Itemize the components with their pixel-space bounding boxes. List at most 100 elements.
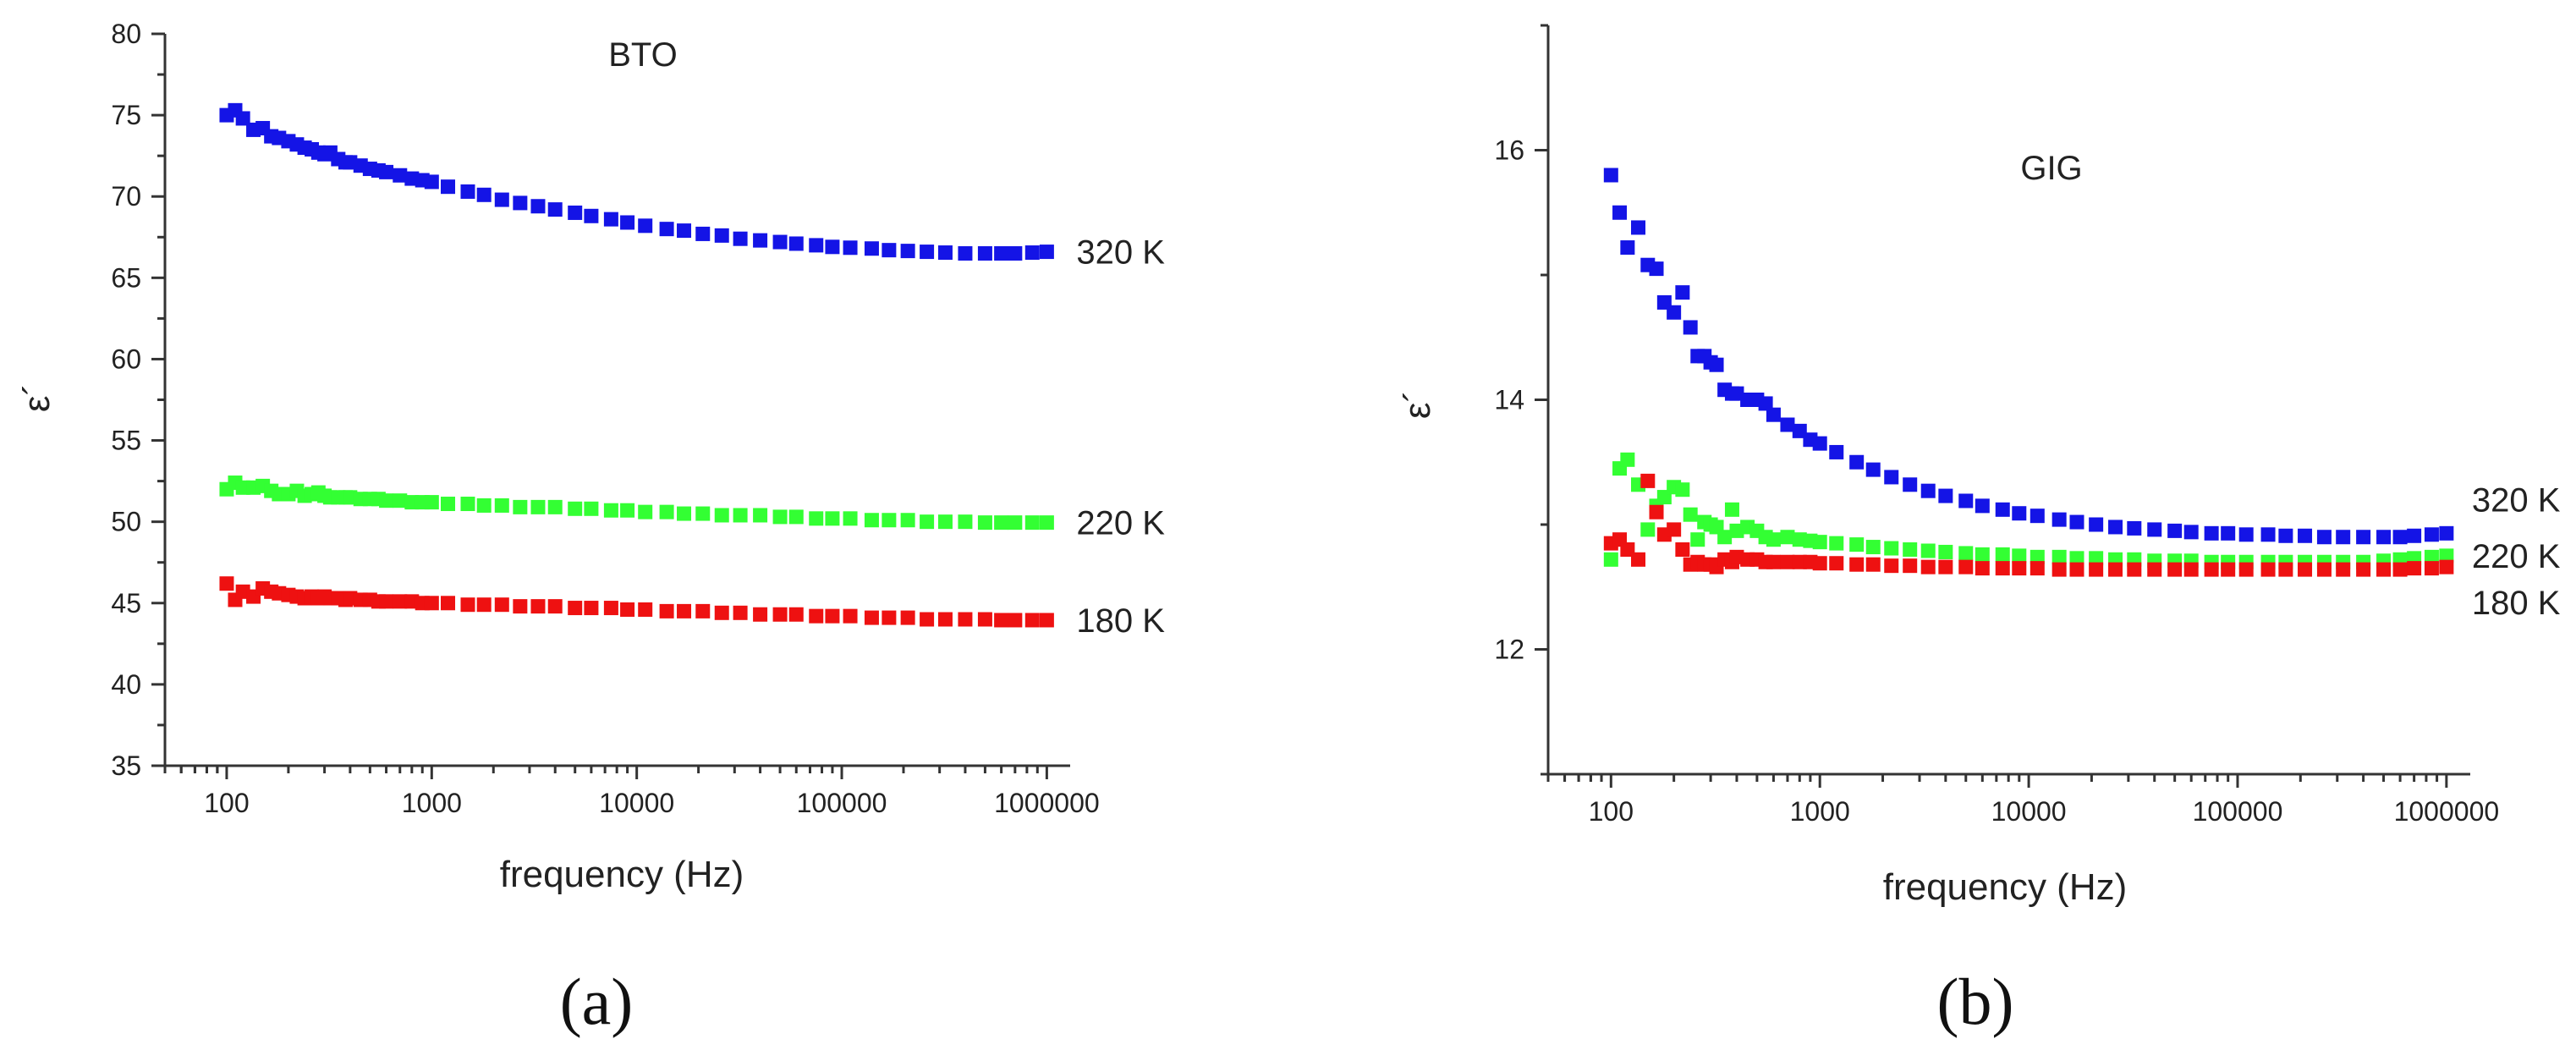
chart-b-data-point: [1995, 502, 2010, 517]
chart-a-x-tick-label: 1000: [402, 788, 462, 818]
chart-a-data-point: [695, 506, 711, 521]
chart-a-data-point: [393, 168, 408, 183]
chart-a-data-point: [958, 612, 973, 627]
chart-a-ylabel: ε´: [16, 383, 58, 412]
chart-a-data-point: [547, 499, 563, 514]
chart-b-data-point: [1975, 561, 1990, 576]
chart-b-axes: 12 14 16 100 1000 10000 100000 1000000: [1494, 24, 2499, 827]
chart-b-data-point: [2204, 525, 2219, 541]
chart-a-data-point: [677, 223, 692, 239]
chart-a-data-point: [937, 245, 953, 261]
chart-b-data-point: [2127, 562, 2142, 577]
chart-a-data-point: [809, 238, 824, 253]
chart-a-data-point: [1039, 515, 1054, 530]
chart-a-y-tick-label: 35: [111, 750, 141, 781]
chart-a-data-point: [733, 231, 748, 246]
chart-b-data-point: [1620, 240, 1635, 256]
chart-a-data-point: [568, 205, 583, 220]
chart-a-series-320-k: 320 K: [219, 102, 1165, 272]
chart-a-series-label: 180 K: [1076, 602, 1165, 640]
chart-b-data-point: [1612, 205, 1628, 220]
chart-a-y-tick-label: 65: [111, 262, 141, 293]
chart-a-y-tick-label: 55: [111, 426, 141, 456]
chart-b-data-point: [2183, 525, 2199, 540]
chart-b-series: 320 K 220 K 180 K: [1603, 168, 2561, 622]
chart-b-data-point: [2238, 527, 2254, 542]
chart-a-data-point: [920, 245, 935, 260]
chart-a-y-tick-label: 75: [111, 100, 141, 130]
chart-b-data-point: [2012, 548, 2027, 563]
chart-b-data-point: [2278, 562, 2293, 577]
chart-a-data-point: [864, 513, 879, 528]
chart-b-data-point: [1812, 535, 1827, 550]
chart-a-y-tick-label: 80: [111, 19, 141, 49]
chart-a-data-point: [393, 493, 408, 509]
chart-b-x-tick-label: 1000: [1790, 796, 1850, 827]
chart-a-data-point: [900, 610, 915, 625]
chart-b-data-point: [1829, 444, 1844, 459]
chart-b-data-point: [2147, 562, 2162, 577]
chart-a-data-point: [1039, 613, 1054, 628]
chart-a-data-point: [584, 501, 599, 516]
chart-b-data-point: [1958, 493, 1974, 509]
chart-a-series: 320 K 220 K 180 K: [219, 102, 1165, 640]
chart-b-data-point: [1640, 473, 1656, 488]
chart-b-data-point: [2069, 551, 2084, 566]
chart-b-data-point: [2439, 559, 2454, 574]
chart-a-data-point: [788, 236, 804, 251]
chart-a-data-point: [638, 602, 653, 617]
chart-a-data-point: [864, 610, 879, 625]
chart-b-data-point: [2127, 520, 2142, 536]
chart-a-data-point: [1008, 246, 1023, 261]
chart-a-data-point: [772, 607, 788, 622]
chart-a-data-point: [513, 599, 528, 614]
chart-a-panel-label: (a): [560, 965, 634, 1038]
chart-b-data-point: [2439, 548, 2454, 563]
chart-b-x-tick-label: 100: [1589, 796, 1634, 827]
chart-b-data-point: [2221, 525, 2236, 541]
chart-a-data-point: [882, 513, 897, 528]
chart-a-y-tick-label: 70: [111, 181, 141, 212]
chart-a-data-point: [714, 605, 729, 620]
chart-b-data-point: [2424, 549, 2439, 564]
chart-a-data-point: [677, 603, 692, 618]
chart-b-data-point: [2108, 562, 2123, 577]
chart-b-data-point: [2424, 561, 2439, 576]
chart-b-data-point: [1709, 357, 1724, 372]
chart-b-xlabel: frequency (Hz): [1883, 866, 2128, 908]
chart-b-data-point: [2260, 527, 2276, 542]
chart-b-data-point: [1717, 530, 1733, 545]
chart-a-data-point: [603, 601, 618, 616]
chart-b-data-point: [1975, 498, 1990, 514]
chart-b-data-point: [2298, 562, 2313, 577]
chart-b-data-point: [1903, 542, 1918, 557]
chart-a-data-point: [441, 179, 456, 195]
chart-panel-a: 35 40 45 50 55 60 65 70 75 80 100 1000 10000 100000 10…: [16, 19, 1165, 1038]
chart-a-data-point: [977, 612, 992, 627]
chart-b-data-point: [1903, 558, 1918, 574]
chart-a-data-point: [219, 576, 234, 591]
chart-a-data-point: [843, 608, 858, 624]
chart-b-data-point: [1829, 536, 1844, 551]
chart-b-y-tick-label: 14: [1494, 385, 1524, 415]
chart-a-data-point: [659, 603, 674, 618]
chart-b-data-point: [2029, 549, 2045, 564]
chart-a-x-tick-label: 100000: [797, 788, 887, 818]
chart-a-data-point: [788, 607, 804, 622]
chart-a-data-point: [809, 608, 824, 624]
chart-b-data-point: [1766, 407, 1781, 422]
chart-b-series-label: 320 K: [2472, 481, 2561, 519]
chart-a-x-tick-label: 1000000: [994, 788, 1100, 818]
chart-a-data-point: [513, 195, 528, 211]
chart-b-data-point: [2069, 562, 2084, 577]
chart-a-data-point: [733, 605, 748, 620]
chart-b-data-point: [1620, 452, 1635, 467]
chart-a-data-point: [584, 601, 599, 616]
chart-a-x-tick-label: 100: [204, 788, 249, 818]
chart-a-data-point: [620, 215, 635, 230]
chart-b-data-point: [1780, 530, 1795, 545]
chart-b-data-point: [1683, 320, 1698, 335]
chart-a-data-point: [1024, 245, 1040, 261]
chart-a-data-point: [825, 511, 840, 526]
